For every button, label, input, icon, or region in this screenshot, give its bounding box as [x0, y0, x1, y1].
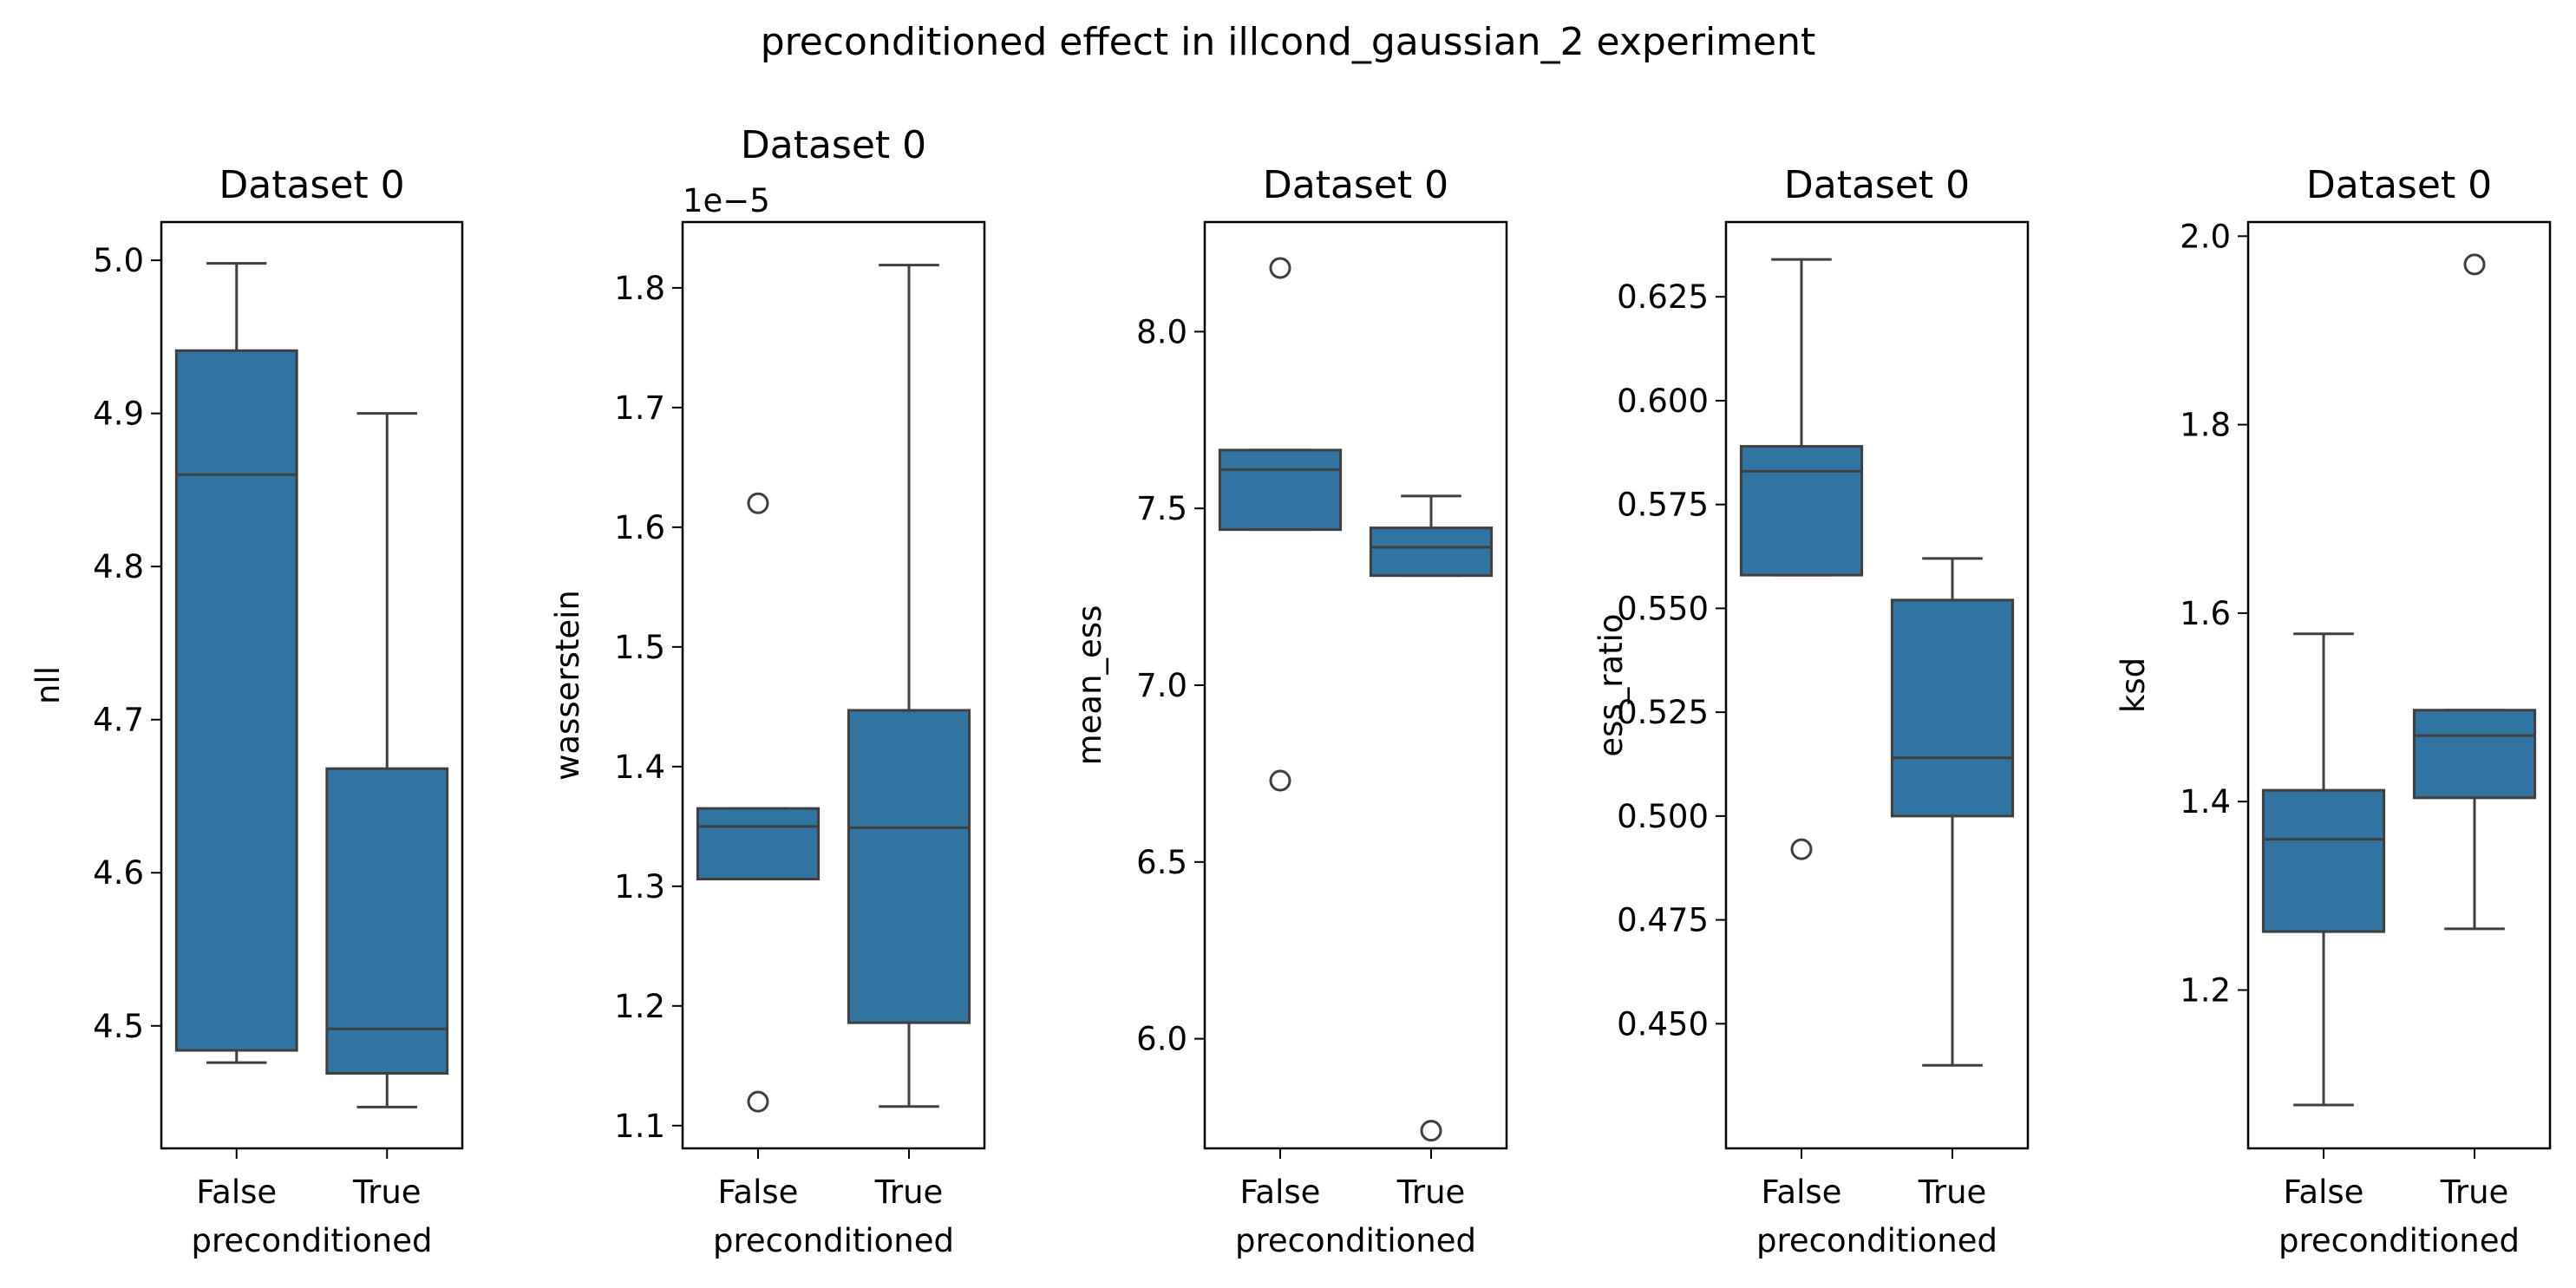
figure-title: preconditioned effect in illcond_gaussia…	[761, 20, 1816, 64]
iqr-box	[1890, 598, 2015, 818]
x-axis-label: preconditioned	[713, 1222, 954, 1259]
axes-frame	[160, 220, 464, 1150]
x-tick-label: False	[196, 1174, 277, 1211]
outlier-point	[1420, 1120, 1442, 1142]
x-tick-label: False	[1762, 1174, 1842, 1211]
y-tick-label: 4.5	[93, 1008, 144, 1045]
box-false	[2261, 632, 2386, 1107]
outlier-point	[747, 492, 769, 514]
x-axis-label: preconditioned	[192, 1222, 433, 1259]
panel-wasserstein: Dataset 0 1e−5 1.1 1.2 1.3 1.4 1.5 1.6 1.7 1.8 was…	[549, 123, 986, 1259]
outlier-point	[2463, 253, 2486, 276]
iqr-box	[696, 807, 821, 881]
y-tick-label: 1.1	[614, 1108, 665, 1145]
panel-ksd: Dataset 0 1.2 1.4 1.6 1.8 2.0 ksd False True prec…	[2115, 163, 2552, 1259]
y-tick-label: 1.4	[2180, 783, 2231, 821]
x-axis-label: preconditioned	[1235, 1222, 1476, 1259]
y-tick-label: 0.600	[1617, 382, 1709, 420]
x-tick-label: False	[2284, 1174, 2364, 1211]
iqr-box	[2261, 788, 2386, 933]
y-tick-label: 0.575	[1617, 487, 1709, 524]
y-tick-label: 4.9	[93, 396, 144, 433]
outlier-point	[1269, 257, 1291, 279]
y-tick-label: 1.7	[614, 389, 665, 427]
iqr-box	[1218, 448, 1343, 532]
panel-title: Dataset 0	[2306, 163, 2492, 207]
outlier-point	[1790, 838, 1813, 860]
iqr-box	[325, 767, 449, 1076]
iqr-box	[1369, 526, 1494, 578]
y-tick-label: 0.625	[1617, 278, 1709, 316]
x-tick-label: True	[2440, 1174, 2509, 1211]
y-tick-label: 4.6	[93, 854, 144, 892]
iqr-box	[174, 349, 298, 1052]
y-axis-label: ess_ratio	[1592, 613, 1630, 756]
x-tick-label: True	[1918, 1174, 1987, 1211]
box-true	[1890, 557, 2015, 1067]
panel-nll: Dataset 0 4.5 4.6 4.7 4.8 4.9 5.0 nll False True p…	[29, 163, 464, 1259]
y-tick-label: 1.2	[2180, 971, 2231, 1009]
y-tick-label: 0.450	[1617, 1005, 1709, 1043]
y-axis-label: nll	[29, 666, 67, 704]
y-tick-label: 1.8	[2180, 407, 2231, 444]
y-tick-label: 6.0	[1136, 1021, 1187, 1058]
y-tick-label: 4.7	[93, 702, 144, 739]
y-tick-label: 4.8	[93, 548, 144, 585]
y-tick-label: 1.8	[614, 270, 665, 307]
panel-mean_ess: Dataset 0 6.0 6.5 7.0 7.5 8.0 mean_ess False Tru…	[1071, 163, 1508, 1259]
y-axis-label: wasserstein	[549, 590, 586, 781]
panel-title: Dataset 0	[1784, 163, 1970, 207]
iqr-box	[1739, 445, 1864, 577]
x-tick-label: False	[718, 1174, 799, 1211]
offset-text: 1e−5	[683, 182, 770, 219]
y-axis-label: mean_ess	[1071, 605, 1108, 766]
box-true	[325, 412, 449, 1108]
y-tick-label: 0.525	[1617, 694, 1709, 731]
y-tick-label: 1.4	[614, 749, 665, 786]
panel-title: Dataset 0	[219, 163, 404, 207]
y-tick-label: 0.550	[1617, 590, 1709, 627]
iqr-box	[2412, 709, 2537, 800]
x-axis-label: preconditioned	[1756, 1222, 1997, 1259]
iqr-box	[847, 709, 971, 1024]
box-true	[847, 264, 971, 1108]
y-tick-label: 5.0	[93, 242, 144, 279]
box-false	[1218, 257, 1343, 792]
y-tick-label: 1.2	[614, 988, 665, 1025]
outlier-point	[747, 1090, 769, 1113]
panel-ess_ratio: Dataset 0 0.450 0.475 0.500 0.525 0.550 0.575 0…	[1592, 163, 2030, 1259]
y-tick-label: 0.500	[1617, 798, 1709, 835]
y-tick-label: 1.6	[614, 509, 665, 546]
y-tick-label: 6.5	[1136, 844, 1187, 881]
x-tick-label: True	[874, 1174, 944, 1211]
axes-frame	[2246, 220, 2552, 1150]
x-tick-label: True	[1396, 1174, 1466, 1211]
box-false	[174, 262, 298, 1064]
panel-title: Dataset 0	[741, 123, 926, 167]
axes-frame	[1203, 220, 1508, 1150]
y-tick-label: 8.0	[1136, 313, 1187, 350]
x-axis-label: preconditioned	[2279, 1222, 2520, 1259]
y-tick-label: 1.5	[614, 629, 665, 666]
x-tick-label: True	[352, 1174, 422, 1211]
x-tick-label: False	[1240, 1174, 1321, 1211]
box-false	[1739, 258, 1864, 860]
box-true	[2412, 253, 2537, 931]
y-tick-label: 7.5	[1136, 490, 1187, 527]
axes-frame	[1724, 220, 2030, 1150]
panels: Dataset 0 4.5 4.6 4.7 4.8 4.9 5.0 nll False True p…	[29, 123, 2552, 1259]
panel-title: Dataset 0	[1263, 163, 1448, 207]
y-tick-label: 2.0	[2180, 218, 2231, 255]
y-tick-label: 1.3	[614, 868, 665, 906]
axes-frame	[681, 220, 986, 1150]
box-false	[696, 492, 821, 1113]
y-tick-label: 7.0	[1136, 667, 1187, 704]
y-axis-label: ksd	[2115, 657, 2152, 713]
y-tick-label: 1.6	[2180, 595, 2231, 632]
y-tick-label: 0.475	[1617, 902, 1709, 939]
outlier-point	[1269, 769, 1291, 792]
box-true	[1369, 494, 1494, 1142]
